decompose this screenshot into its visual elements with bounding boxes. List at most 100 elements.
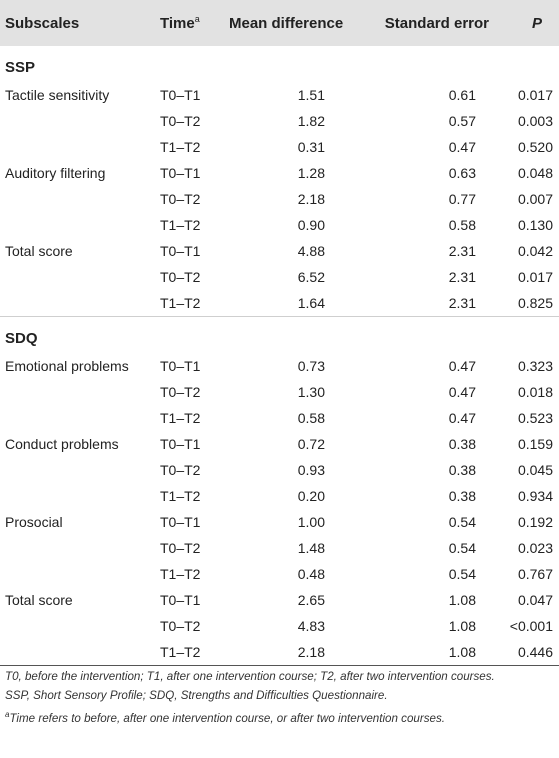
time-cell: T1–T2 [160,139,201,155]
mean-difference-cell: 0.93 [297,462,325,478]
section-row: SDQ [0,316,559,353]
table-row: T0–T2 4.83 1.08 <0.001 [0,613,559,639]
table-row: T0–T2 1.48 0.54 0.023 [0,535,559,561]
time-cell: T1–T2 [160,410,201,426]
time-cell: T0–T2 [160,462,201,478]
p-value-cell: 0.018 [517,384,553,400]
p-value-cell: 0.048 [517,165,553,181]
table-row: Tactile sensitivity T0–T1 1.51 0.61 0.017 [0,82,559,108]
standard-error-cell: 1.08 [338,639,489,666]
standard-error-cell: 0.47 [448,139,476,155]
standard-error-cell: 1.08 [448,592,476,608]
table-row: T1–T2 0.90 0.58 0.130 [0,212,559,238]
footnote-times: T0, before the intervention; T1, after o… [5,670,495,683]
time-cell: T0–T2 [160,384,201,400]
subscale-cell: Auditory filtering [5,165,106,181]
table-row: Prosocial T0–T1 1.00 0.54 0.192 [0,509,559,535]
p-value-cell: 0.934 [517,488,553,504]
time-cell: T1–T2 [160,295,201,311]
table-row: T1–T2 0.58 0.47 0.523 [0,405,559,431]
subscale-cell [0,613,160,639]
standard-error-cell: 0.54 [448,540,476,556]
table-row: T0–T2 2.18 0.77 0.007 [0,186,559,212]
mean-difference-cell: 1.51 [297,87,325,103]
subscale-cell: Tactile sensitivity [5,87,110,103]
p-value-cell: 0.323 [517,358,553,374]
mean-difference-cell: 4.83 [297,618,325,634]
p-value-cell: 0.047 [517,592,553,608]
mean-difference-cell: 4.88 [297,243,325,259]
standard-error-cell: 0.38 [448,436,476,452]
mean-difference-cell: 1.28 [297,165,325,181]
mean-difference-cell: 2.18 [297,191,325,207]
time-cell: T0–T2 [160,269,201,285]
time-cell: T1–T2 [160,639,229,666]
mean-difference-cell: 0.72 [297,436,325,452]
p-value-cell: 0.192 [517,514,553,530]
results-table: Subscales Timea Mean difference Standard… [0,0,559,666]
time-cell: T0–T1 [160,592,201,608]
table-row: T0–T2 1.30 0.47 0.018 [0,379,559,405]
mean-difference-cell: 2.65 [297,592,325,608]
subscale-cell [0,379,160,405]
table-row: T0–T2 1.82 0.57 0.003 [0,108,559,134]
subscale-cell: Conduct problems [5,436,119,452]
subscale-cell: Emotional problems [5,358,129,374]
p-value-cell: 0.130 [517,217,553,233]
standard-error-cell: 2.31 [448,243,476,259]
subscale-cell [0,108,160,134]
mean-difference-cell: 0.90 [297,217,325,233]
mean-difference-cell: 1.82 [297,113,325,129]
standard-error-cell: 0.63 [448,165,476,181]
p-value-cell: 0.523 [517,410,553,426]
mean-difference-cell: 0.73 [297,358,325,374]
mean-difference-cell: 1.48 [297,540,325,556]
table-row: Conduct problems T0–T1 0.72 0.38 0.159 [0,431,559,457]
p-value-cell: 0.045 [517,462,553,478]
standard-error-cell: 0.47 [448,384,476,400]
subscale-cell [0,483,160,509]
table-body: SSP Tactile sensitivity T0–T1 1.51 0.61 0.017… [0,46,559,666]
standard-error-cell: 0.54 [448,566,476,582]
subscale-cell [0,264,160,290]
time-cell: T1–T2 [160,488,201,504]
p-value-cell: 0.767 [517,566,553,582]
time-cell: T0–T2 [160,618,201,634]
subscale-cell [0,457,160,483]
time-cell: T0–T1 [160,87,201,103]
header-time-sup: a [194,14,200,24]
header-standard-error: Standard error [384,14,489,32]
p-value-cell: 0.017 [517,87,553,103]
mean-difference-cell: 6.52 [297,269,325,285]
section-title: SDQ [0,316,559,353]
header-subscales: Subscales [5,14,80,32]
subscale-cell: Prosocial [5,514,63,530]
subscale-cell [0,186,160,212]
mean-difference-cell: 1.64 [297,295,325,311]
header-time: Timea [160,14,200,32]
footnote-scales: SSP, Short Sensory Profile; SDQ, Strengt… [5,689,388,702]
time-cell: T0–T2 [160,540,201,556]
table-row: Emotional problems T0–T1 0.73 0.47 0.323 [0,353,559,379]
subscale-cell [0,212,160,238]
p-value-cell: 0.159 [517,436,553,452]
time-cell: T0–T1 [160,165,201,181]
mean-difference-cell: 1.00 [297,514,325,530]
time-cell: T0–T1 [160,436,201,452]
mean-difference-cell: 0.20 [297,488,325,504]
table-row: T1–T2 0.48 0.54 0.767 [0,561,559,587]
mean-difference-cell: 0.58 [297,410,325,426]
standard-error-cell: 2.31 [448,295,476,311]
standard-error-cell: 0.61 [448,87,476,103]
p-value-cell: 0.825 [517,295,553,311]
p-value-cell: <0.001 [509,618,553,634]
footnote-marker: a [5,710,10,719]
subscale-cell: Total score [5,243,73,259]
table-row: T1–T2 0.31 0.47 0.520 [0,134,559,160]
header-mean-difference: Mean difference [229,14,344,32]
table-footnotes: T0, before the intervention; T1, after o… [0,666,559,726]
time-cell: T0–T2 [160,113,201,129]
p-value-cell: 0.042 [517,243,553,259]
standard-error-cell: 0.58 [448,217,476,233]
standard-error-cell: 0.54 [448,514,476,530]
